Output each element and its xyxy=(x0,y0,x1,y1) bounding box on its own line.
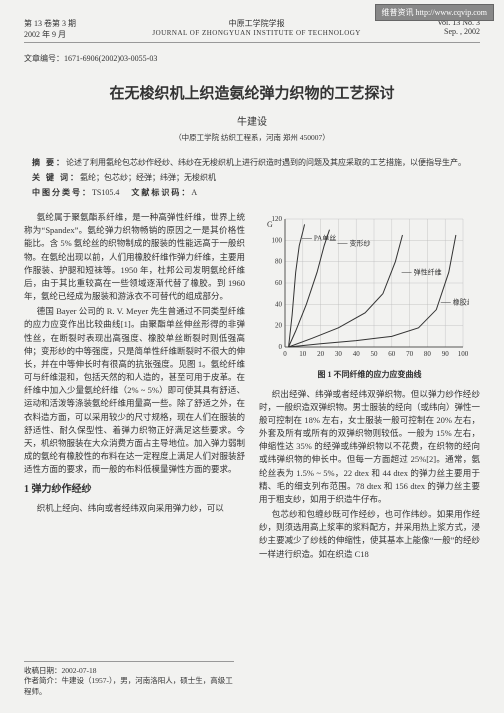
abstract-block: 摘 要：论述了利用氨纶包芯纱作经纱、纬纱在无梭织机上进行织造时遇到的问题及其应采… xyxy=(32,157,472,199)
article-title: 在无梭织机上织造氨纶弹力织物的工艺探讨 xyxy=(24,82,480,103)
svg-text:40: 40 xyxy=(275,300,283,308)
date-en: Sep. , 2002 xyxy=(437,27,480,36)
figure-caption: 图 1 不同纤维的应力应变曲线 xyxy=(259,369,480,381)
para: 包芯纱和包缠纱既可作经纱，也可作纬纱。如果用作经纱，则须选用高上浆率的浆料配方，… xyxy=(259,508,480,561)
svg-text:60: 60 xyxy=(275,279,283,287)
header-left: 第 13 卷第 3 期 2002 年 9 月 xyxy=(24,18,76,40)
doccode-label: 文献标识码： xyxy=(131,188,191,197)
doccode-value: A xyxy=(191,188,197,197)
para: 氨纶属于聚氨酯系纤维，是一种高弹性纤维，世界上统称为“Spandex”。氨纶弹力… xyxy=(24,211,245,303)
svg-text:0: 0 xyxy=(279,343,283,351)
svg-text:橡胶丝: 橡胶丝 xyxy=(453,297,469,306)
svg-text:弹性纤维: 弹性纤维 xyxy=(414,267,442,276)
svg-text:变形纱: 变形纱 xyxy=(350,239,371,248)
svg-text:40: 40 xyxy=(353,350,361,358)
svg-text:100: 100 xyxy=(458,350,469,358)
body-columns: 氨纶属于聚氨酯系纤维，是一种高弹性纤维，世界上统称为“Spandex”。氨纶弹力… xyxy=(24,211,480,563)
svg-text:80: 80 xyxy=(275,258,283,266)
clc-label: 中图分类号： xyxy=(32,188,92,197)
svg-text:100: 100 xyxy=(272,236,283,244)
svg-text:70: 70 xyxy=(406,350,414,358)
svg-text:120: 120 xyxy=(272,215,283,223)
clc-value: TS105.4 xyxy=(92,188,119,197)
footer: 收稿日期：2002-07-18 作者简介：牛建设（1957-），男，河南洛阳人，… xyxy=(24,661,234,698)
received-date: 收稿日期：2002-07-18 xyxy=(24,666,234,677)
keywords-label: 关 键 词： xyxy=(32,173,80,182)
svg-text:10: 10 xyxy=(299,350,307,358)
vol-issue-cn: 第 13 卷第 3 期 xyxy=(24,18,76,29)
svg-text:G: G xyxy=(267,220,273,229)
section-heading: 1 弹力纱作经纱 xyxy=(24,482,245,498)
header-center: 中原工学院学报 JOURNAL OF ZHONGYUAN INSTITUTE O… xyxy=(76,18,437,40)
svg-text:0: 0 xyxy=(283,350,287,358)
abstract-text: 论述了利用氨纶包芯纱作经纱、纬纱在无梭织机上进行织造时遇到的问题及其应采取的工艺… xyxy=(66,158,466,167)
header-right: Vol. 13 No. 3 Sep. , 2002 xyxy=(437,18,480,40)
author-name: 牛建设 xyxy=(24,113,480,128)
right-column: 0 20 40 60 80 100 120 0 10 20 30 40 50 60 70 80 90 100 G PA… xyxy=(259,211,480,563)
author-bio: 作者简介：牛建设（1957-），男，河南洛阳人，硕士生，高级工程师。 xyxy=(24,676,234,697)
svg-text:20: 20 xyxy=(317,350,325,358)
svg-text:PA单丝: PA单丝 xyxy=(314,233,336,242)
author-affiliation: （中原工学院 纺织工程系，河南 郑州 450007） xyxy=(24,132,480,143)
left-column: 氨纶属于聚氨酯系纤维，是一种高弹性纤维，世界上统称为“Spandex”。氨纶弹力… xyxy=(24,211,245,563)
date-cn: 2002 年 9 月 xyxy=(24,29,76,40)
chart-svg: 0 20 40 60 80 100 120 0 10 20 30 40 50 60 70 80 90 100 G PA… xyxy=(259,213,469,363)
journal-name-en: JOURNAL OF ZHONGYUAN INSTITUTE OF TECHNO… xyxy=(76,29,437,37)
watermark: 维普资讯 http://www.cqvip.com xyxy=(375,4,494,21)
abstract-label: 摘 要： xyxy=(32,158,66,167)
para: 织机上经向、纬向或者经纬双向采用弹力纱，可以 xyxy=(24,502,245,515)
svg-text:90: 90 xyxy=(442,350,450,358)
figure-1: 0 20 40 60 80 100 120 0 10 20 30 40 50 60 70 80 90 100 G PA… xyxy=(259,213,480,382)
svg-text:80: 80 xyxy=(424,350,432,358)
svg-text:50: 50 xyxy=(371,350,379,358)
svg-text:60: 60 xyxy=(388,350,396,358)
para: 德国 Bayer 公司的 R. V. Meyer 先生曾通过不同类型纤维的应力应… xyxy=(24,305,245,476)
svg-text:30: 30 xyxy=(335,350,343,358)
article-id: 文章编号：1671-6906(2002)03-0055-03 xyxy=(24,53,480,64)
page-header: 第 13 卷第 3 期 2002 年 9 月 中原工学院学报 JOURNAL O… xyxy=(24,18,480,43)
keywords-text: 氨纶；包芯纱；经弹；纬弹；无梭织机 xyxy=(80,173,216,182)
svg-text:20: 20 xyxy=(275,322,283,330)
para: 织出经弹、纬弹或者经纬双弹织物。但以弹力纱作经纱时，一般织造双弹织物。男士服装的… xyxy=(259,388,480,507)
